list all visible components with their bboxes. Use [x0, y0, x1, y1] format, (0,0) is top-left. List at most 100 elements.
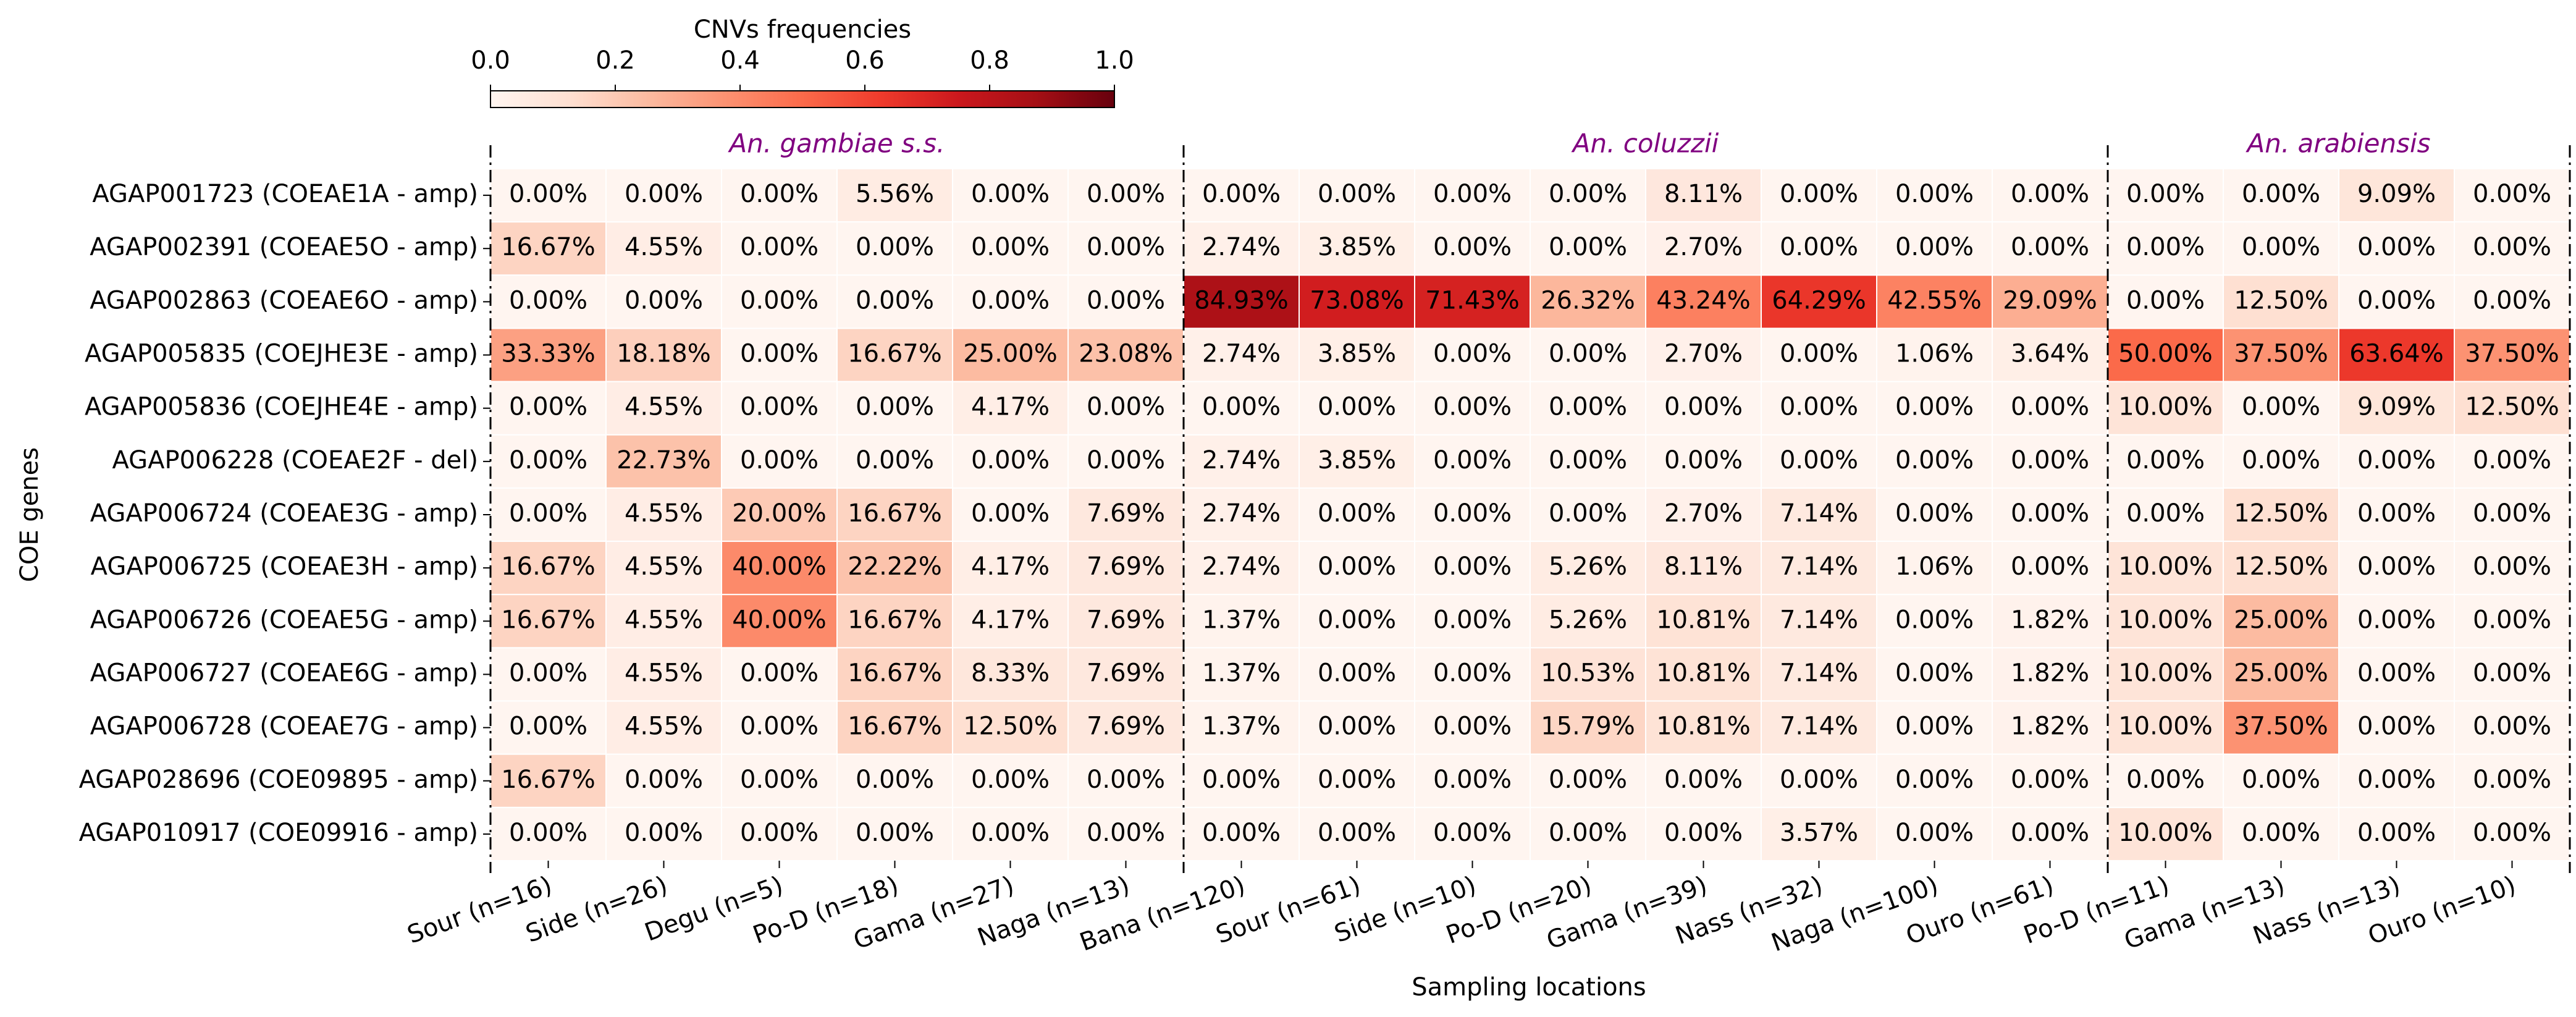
heatmap-cell	[836, 168, 953, 223]
cell-label: 0.00%	[2011, 393, 2089, 421]
cell-label: 0.00%	[856, 766, 934, 794]
heatmap-cell	[1299, 753, 1415, 808]
cell-label: 0.00%	[1202, 819, 1281, 847]
heatmap-cell	[2454, 274, 2570, 329]
heatmap-cell	[836, 434, 953, 489]
heatmap-cell	[721, 274, 838, 329]
heatmap-cell	[1645, 168, 1762, 223]
heatmap-cell	[1299, 274, 1415, 329]
cell-label: 0.00%	[971, 766, 1050, 794]
heatmap-cell	[721, 381, 838, 436]
cell-label: 0.00%	[1895, 233, 1974, 261]
heatmap-cell	[836, 753, 953, 808]
heatmap-cell	[1414, 327, 1531, 382]
cell-label: 0.00%	[2473, 766, 2551, 794]
cell-label: 0.00%	[1664, 446, 1743, 475]
heatmap-cell	[721, 700, 838, 755]
heatmap-cell	[2338, 274, 2455, 329]
heatmap-cell	[490, 541, 607, 596]
heatmap-cell	[490, 327, 607, 382]
heatmap-cell	[836, 274, 953, 329]
cell-label: 0.00%	[2126, 499, 2205, 528]
y-tick-label: AGAP006727 (COEAE6G - amp)	[90, 659, 478, 687]
heatmap-cell	[721, 221, 838, 276]
heatmap-cell	[1299, 381, 1415, 436]
heatmap-cell	[1414, 647, 1531, 702]
colorbar-tick-label: 0.6	[845, 46, 885, 75]
heatmap-cell	[836, 647, 953, 702]
cell-label: 0.00%	[2473, 180, 2551, 208]
cell-label: 0.00%	[971, 499, 1050, 528]
cell-label: 3.57%	[1780, 819, 1858, 847]
cell-label: 12.50%	[2234, 286, 2328, 314]
heatmap-cell	[721, 753, 838, 808]
cell-label: 2.70%	[1664, 233, 1743, 261]
heatmap-cell	[2454, 647, 2570, 702]
cell-label: 0.00%	[1780, 180, 1858, 208]
cell-label: 0.00%	[740, 233, 819, 261]
heatmap-cell	[1876, 168, 1993, 223]
cell-label: 0.00%	[2473, 286, 2551, 314]
cell-label: 7.69%	[1087, 606, 1165, 634]
heatmap-cell	[1183, 274, 1300, 329]
y-tick-label: AGAP006228 (COEAE2F - del)	[112, 446, 478, 475]
heatmap-cell	[836, 327, 953, 382]
cell-label: 4.55%	[625, 712, 703, 741]
cell-label: 0.00%	[856, 233, 934, 261]
heatmap-cell	[1067, 168, 1184, 223]
heatmap-cell	[1067, 700, 1184, 755]
cell-label: 0.00%	[1318, 180, 1396, 208]
cell-label: 10.53%	[1541, 659, 1635, 687]
cell-label: 0.00%	[1895, 499, 1974, 528]
heatmap-cell	[952, 753, 1069, 808]
cell-label: 10.00%	[2118, 659, 2213, 687]
cell-label: 4.55%	[625, 552, 703, 581]
heatmap-cell	[490, 753, 607, 808]
heatmap-cell	[1183, 753, 1300, 808]
cell-label: 5.26%	[1549, 552, 1627, 581]
cell-label: 0.00%	[1433, 606, 1512, 634]
heatmap-cell	[952, 487, 1069, 542]
cell-label: 0.00%	[1895, 819, 1974, 847]
heatmap-cell	[1876, 487, 1993, 542]
cell-label: 40.00%	[732, 552, 827, 581]
cell-label: 29.09%	[2003, 286, 2097, 314]
cell-label: 0.00%	[1087, 446, 1165, 475]
cell-label: 0.00%	[971, 180, 1050, 208]
cell-label: 10.00%	[2118, 712, 2213, 741]
heatmap-cell	[2107, 434, 2224, 489]
y-tick-label: AGAP028696 (COE09895 - amp)	[79, 766, 478, 794]
heatmap-cell	[2223, 221, 2339, 276]
cell-label: 12.50%	[2465, 393, 2559, 421]
heatmap-cell	[1299, 594, 1415, 649]
heatmap-cell	[1761, 700, 1877, 755]
cell-label: 10.81%	[1656, 606, 1751, 634]
cell-label: 0.00%	[1202, 393, 1281, 421]
heatmap-cell	[1530, 594, 1646, 649]
heatmap-cell	[1876, 381, 1993, 436]
cell-label: 16.67%	[501, 766, 596, 794]
cell-label: 16.67%	[848, 606, 942, 634]
heatmap-cell	[1299, 434, 1415, 489]
cell-label: 0.00%	[1318, 552, 1396, 581]
heatmap-cell	[605, 700, 722, 755]
cell-label: 0.00%	[2011, 499, 2089, 528]
cell-label: 0.00%	[1433, 659, 1512, 687]
heatmap-cell	[1183, 381, 1300, 436]
cell-label: 12.50%	[963, 712, 1058, 741]
heatmap-cell	[1530, 806, 1646, 862]
heatmap-cell	[1761, 221, 1877, 276]
cell-label: 0.00%	[1433, 393, 1512, 421]
heatmap-cell	[721, 541, 838, 596]
x-axis-label: Sampling locations	[1412, 973, 1646, 1002]
cell-label: 0.00%	[1433, 446, 1512, 475]
cell-label: 0.00%	[856, 446, 934, 475]
cell-label: 0.00%	[740, 446, 819, 475]
y-tick-label: AGAP006728 (COEAE7G - amp)	[90, 712, 478, 741]
cell-label: 1.06%	[1895, 552, 1974, 581]
cell-label: 8.33%	[971, 659, 1050, 687]
heatmap-cell	[1645, 594, 1762, 649]
heatmap-cell	[1876, 753, 1993, 808]
cell-label: 18.18%	[617, 340, 711, 368]
